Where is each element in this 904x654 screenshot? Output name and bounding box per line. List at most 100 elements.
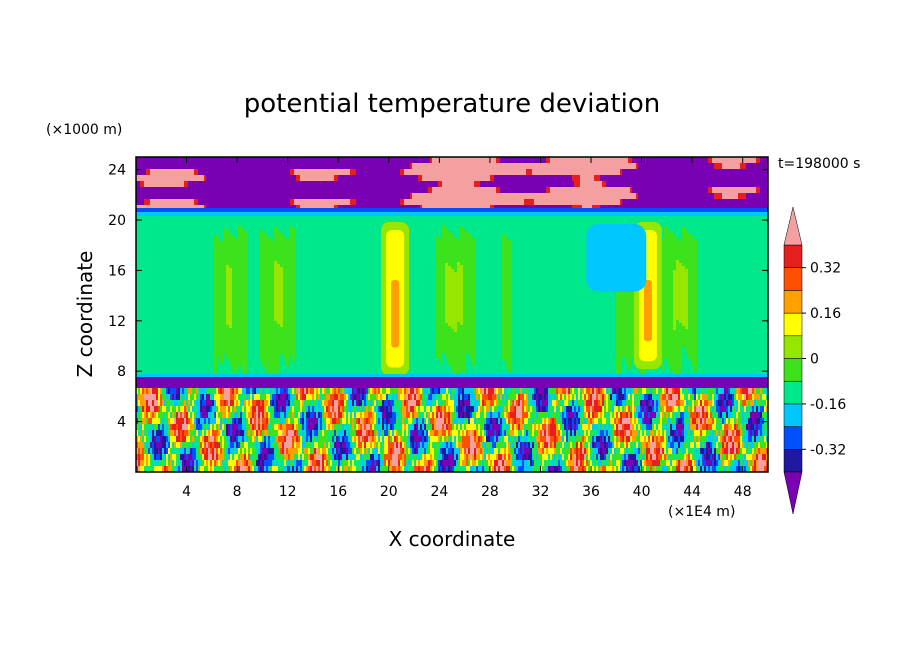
field-cell: [264, 406, 266, 412]
field-cell: [760, 169, 762, 175]
field-cell: [656, 157, 658, 163]
field-cell: [468, 175, 470, 181]
field-cell: [306, 187, 308, 193]
field-cell: [410, 199, 412, 205]
field-cell: [740, 181, 742, 187]
field-cell: [526, 175, 528, 181]
field-cell: [754, 412, 756, 418]
field-cell: [712, 412, 714, 418]
field-cell: [396, 388, 398, 394]
field-streak: [271, 241, 274, 384]
field-cell: [338, 187, 340, 193]
field-cell: [304, 412, 306, 418]
field-cell: [396, 412, 398, 418]
field-cell: [478, 199, 480, 205]
field-cell: [462, 400, 464, 406]
field-cell: [734, 187, 736, 193]
field-cell: [364, 394, 366, 400]
field-cell: [366, 157, 368, 163]
field-cell: [632, 199, 634, 205]
field-cell: [202, 193, 204, 199]
field-cell: [764, 163, 766, 169]
field-cell: [534, 157, 536, 163]
field-cell: [466, 181, 468, 187]
field-cell: [492, 406, 494, 412]
field-cell: [574, 193, 576, 199]
field-cell: [168, 193, 170, 199]
field-cell: [138, 187, 140, 193]
field-cell: [656, 406, 658, 412]
field-cell: [220, 388, 222, 394]
field-cell: [514, 175, 516, 181]
field-cell: [406, 193, 408, 199]
field-cell: [136, 412, 138, 418]
field-cell: [428, 412, 430, 418]
field-cell: [728, 169, 730, 175]
field-cell: [136, 169, 138, 175]
field-cell: [390, 400, 392, 406]
field-cell: [336, 394, 338, 400]
field-cell: [624, 412, 626, 418]
field-cell: [592, 406, 594, 412]
field-cell: [716, 388, 718, 394]
field-cell: [578, 181, 580, 187]
field-cell: [306, 157, 308, 163]
field-cell: [224, 157, 226, 163]
field-cell: [400, 412, 402, 418]
field-cell: [462, 394, 464, 400]
field-cell: [624, 406, 626, 412]
field-cell: [190, 394, 192, 400]
field-cell: [700, 406, 702, 412]
field-cell: [632, 400, 634, 406]
field-cell: [764, 400, 766, 406]
field-cell: [262, 400, 264, 406]
field-cell: [596, 199, 598, 205]
field-cell: [304, 175, 306, 181]
field-cell: [176, 388, 178, 394]
field-cell: [522, 394, 524, 400]
field-cell: [170, 157, 172, 163]
field-cell: [550, 193, 552, 199]
field-cell: [352, 418, 354, 424]
field-cell: [650, 169, 652, 175]
field-cell: [138, 169, 140, 175]
field-cell: [438, 406, 440, 412]
field-cell: [482, 193, 484, 199]
field-cell: [230, 175, 232, 181]
field-cell: [156, 412, 158, 418]
field-cell: [144, 400, 146, 406]
field-cell: [452, 400, 454, 406]
field-cell: [574, 181, 576, 187]
field-cell: [332, 400, 334, 406]
field-cell: [168, 418, 170, 424]
field-cell: [158, 163, 160, 169]
field-cell: [516, 388, 518, 394]
field-cell: [764, 181, 766, 187]
field-cell: [206, 412, 208, 418]
field-cell: [214, 199, 216, 205]
field-cell: [394, 181, 396, 187]
field-cell: [164, 163, 166, 169]
field-cell: [402, 388, 404, 394]
contour-field: [136, 157, 768, 472]
field-cell: [362, 394, 364, 400]
field-cell: [702, 157, 704, 163]
field-cell: [214, 418, 216, 424]
field-cell: [140, 406, 142, 412]
field-cell: [594, 199, 596, 205]
field-cell: [708, 187, 710, 193]
field-cell: [576, 406, 578, 412]
field-cell: [468, 400, 470, 406]
field-cell: [550, 175, 552, 181]
field-cell: [274, 388, 276, 394]
field-cell: [320, 388, 322, 394]
field-cell: [560, 394, 562, 400]
field-cell: [660, 169, 662, 175]
field-cell: [236, 394, 238, 400]
field-cell: [538, 400, 540, 406]
field-cell: [214, 187, 216, 193]
field-cell: [306, 175, 308, 181]
field-cell: [234, 181, 236, 187]
field-cell: [668, 412, 670, 418]
field-cell: [374, 388, 376, 394]
